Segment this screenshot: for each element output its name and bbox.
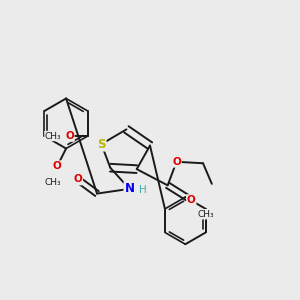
Text: CH₃: CH₃: [45, 131, 62, 140]
Text: O: O: [53, 161, 62, 171]
Text: O: O: [65, 131, 74, 141]
Text: O: O: [172, 157, 181, 167]
Text: CH₃: CH₃: [197, 210, 214, 219]
Text: O: O: [187, 195, 196, 205]
Text: N: N: [124, 182, 134, 195]
Text: S: S: [97, 138, 106, 151]
Text: O: O: [74, 174, 82, 184]
Text: H: H: [139, 185, 146, 195]
Text: CH₃: CH₃: [44, 178, 61, 187]
